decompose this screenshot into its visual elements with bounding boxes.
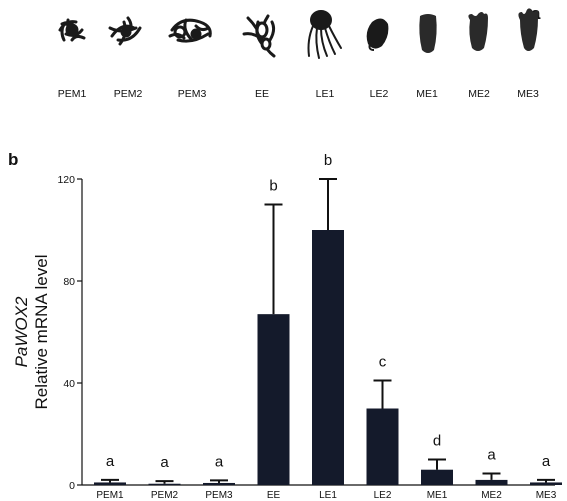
bar-me1 bbox=[421, 469, 453, 485]
panel-b-letter: b bbox=[8, 150, 19, 169]
bar-le2 bbox=[366, 408, 399, 485]
x-tick-label-pem2: PEM2 bbox=[151, 490, 179, 501]
stage-label-pem2: PEM2 bbox=[113, 88, 143, 100]
y-tick-label: 80 bbox=[63, 276, 75, 288]
y-tick-label: 120 bbox=[57, 174, 75, 186]
me1-drawing bbox=[419, 14, 437, 53]
pem2-drawing bbox=[108, 16, 142, 46]
x-tick-label-me2: ME2 bbox=[481, 490, 502, 501]
stage-label-ee: EE bbox=[254, 88, 270, 100]
me3-drawing bbox=[518, 8, 539, 51]
significance-letter-le1: b bbox=[324, 152, 332, 169]
x-tick-label-me1: ME1 bbox=[427, 490, 448, 501]
significance-letter-ee: b bbox=[269, 178, 277, 195]
bar-me2 bbox=[475, 479, 508, 485]
significance-letter-me1: d bbox=[433, 433, 441, 450]
significance-letter-me2: a bbox=[487, 447, 496, 464]
significance-letter-me3: a bbox=[542, 453, 551, 470]
stage-label-me3: ME3 bbox=[517, 88, 539, 100]
pem3-drawing bbox=[168, 18, 212, 43]
ee-drawing bbox=[242, 14, 276, 58]
bar-ee bbox=[257, 314, 290, 485]
stage-label-pem3: PEM3 bbox=[177, 88, 207, 100]
x-tick-label-me3: ME3 bbox=[536, 490, 557, 501]
y-tick-label: 0 bbox=[69, 480, 75, 492]
stage-label-le1: LE1 bbox=[315, 88, 335, 100]
x-tick-label-le1: LE1 bbox=[319, 490, 337, 501]
significance-letter-pem2: a bbox=[160, 454, 169, 471]
x-tick-label-ee: EE bbox=[267, 490, 281, 501]
significance-letter-pem1: a bbox=[106, 453, 115, 470]
bar-me3 bbox=[530, 482, 562, 485]
significance-letter-le2: c bbox=[379, 353, 387, 370]
x-tick-label-pem3: PEM3 bbox=[205, 490, 233, 501]
stage-label-pem1: PEM1 bbox=[57, 88, 87, 100]
le2-drawing bbox=[366, 18, 389, 51]
significance-letter-pem3: a bbox=[215, 453, 224, 470]
bar-pem2 bbox=[148, 483, 181, 485]
bar-le1 bbox=[312, 230, 344, 485]
y-tick-label: 40 bbox=[63, 378, 75, 390]
bar-pem3 bbox=[203, 482, 235, 485]
le1-drawing bbox=[307, 10, 342, 59]
x-tick-label-pem1: PEM1 bbox=[96, 490, 124, 501]
me2-drawing bbox=[468, 12, 488, 51]
embryo-stage-drawings bbox=[58, 8, 539, 59]
x-tick-label-le2: LE2 bbox=[374, 490, 392, 501]
stage-label-le2: LE2 bbox=[369, 88, 389, 100]
y-axis-gene-label: PaWOX2 bbox=[12, 296, 31, 367]
bar-pem1 bbox=[94, 482, 126, 485]
pem1-drawing bbox=[58, 18, 86, 42]
y-axis-label: Relative mRNA level bbox=[32, 255, 51, 410]
stage-label-me1: ME1 bbox=[416, 88, 438, 100]
stage-label-me2: ME2 bbox=[468, 88, 490, 100]
